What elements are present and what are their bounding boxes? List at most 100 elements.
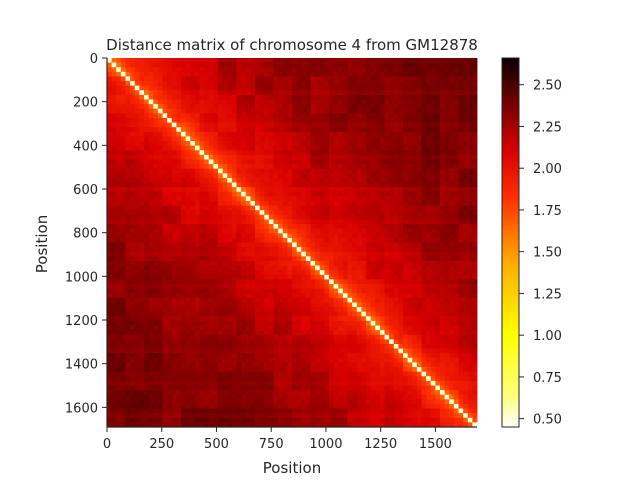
- heatmap-cell: [342, 210, 348, 216]
- heatmap-cell: [393, 284, 399, 290]
- heatmap-cell: [361, 136, 367, 142]
- heatmap-cell: [208, 279, 214, 285]
- heatmap-cell: [416, 177, 422, 183]
- heatmap-cell: [171, 260, 177, 266]
- heatmap-cell: [324, 297, 330, 303]
- heatmap-cell: [352, 136, 358, 142]
- heatmap-cell: [194, 265, 200, 271]
- heatmap-cell: [167, 242, 173, 248]
- heatmap-cell: [130, 293, 136, 299]
- heatmap-cell: [379, 274, 385, 280]
- heatmap-cell: [222, 117, 228, 123]
- heatmap-cell: [315, 256, 321, 262]
- heatmap-cell: [185, 85, 191, 91]
- heatmap-cell: [319, 113, 325, 119]
- heatmap-cell: [393, 104, 399, 110]
- heatmap-cell: [435, 233, 441, 239]
- heatmap-cell: [324, 71, 330, 77]
- heatmap-cell: [416, 94, 422, 100]
- heatmap-cell: [338, 247, 344, 253]
- heatmap-cell: [412, 270, 418, 276]
- heatmap-cell: [375, 307, 381, 313]
- heatmap-cell: [255, 265, 261, 271]
- heatmap-cell: [130, 191, 136, 197]
- heatmap-cell: [213, 284, 219, 290]
- heatmap-cell: [324, 274, 330, 280]
- heatmap-cell: [116, 237, 122, 243]
- heatmap-cell: [167, 316, 173, 322]
- heatmap-cell: [301, 325, 307, 331]
- heatmap-cell: [148, 224, 154, 230]
- heatmap-cell: [389, 339, 395, 345]
- heatmap-cell: [421, 131, 427, 137]
- heatmap-cell: [130, 127, 136, 133]
- heatmap-cell: [157, 136, 163, 142]
- heatmap-cell: [352, 94, 358, 100]
- heatmap-cell: [352, 233, 358, 239]
- heatmap-cell: [287, 108, 293, 114]
- heatmap-cell: [296, 251, 302, 257]
- heatmap-cell: [194, 131, 200, 137]
- heatmap-cell: [227, 228, 233, 234]
- heatmap-cell: [324, 150, 330, 156]
- heatmap-cell: [218, 191, 224, 197]
- heatmap-cell: [398, 274, 404, 280]
- heatmap-cell: [407, 279, 413, 285]
- heatmap-cell: [259, 164, 265, 170]
- heatmap-cell: [412, 173, 418, 179]
- heatmap-cell: [444, 191, 450, 197]
- heatmap-cell: [366, 330, 372, 336]
- heatmap-cell: [204, 104, 210, 110]
- heatmap-cell: [296, 76, 302, 82]
- heatmap-cell: [245, 334, 251, 340]
- heatmap-cell: [370, 224, 376, 230]
- heatmap-cell: [107, 150, 113, 156]
- heatmap-cell: [236, 219, 242, 225]
- heatmap-cell: [259, 136, 265, 142]
- heatmap-cell: [204, 90, 210, 96]
- heatmap-cell: [430, 330, 436, 336]
- heatmap-cell: [199, 196, 205, 202]
- heatmap-cell: [296, 297, 302, 303]
- heatmap-cell: [176, 205, 182, 211]
- heatmap-cell: [139, 260, 145, 266]
- heatmap-cell: [338, 293, 344, 299]
- heatmap-cell: [176, 127, 182, 133]
- heatmap-cell: [134, 242, 140, 248]
- heatmap-cell: [273, 58, 279, 64]
- heatmap-cell: [107, 108, 113, 114]
- heatmap-cell: [245, 127, 251, 133]
- heatmap-cell: [384, 85, 390, 91]
- heatmap-cell: [120, 260, 126, 266]
- heatmap-cell: [366, 67, 372, 73]
- heatmap-cell: [116, 219, 122, 225]
- heatmap-cell: [199, 136, 205, 142]
- heatmap-cell: [185, 270, 191, 276]
- heatmap-cell: [218, 288, 224, 294]
- heatmap-cell: [245, 154, 251, 160]
- heatmap-cell: [130, 302, 136, 308]
- heatmap-cell: [421, 274, 427, 280]
- heatmap-cell: [366, 325, 372, 331]
- heatmap-cell: [227, 182, 233, 188]
- heatmap-cell: [213, 173, 219, 179]
- heatmap-cell: [338, 159, 344, 165]
- heatmap-cell: [107, 141, 113, 147]
- heatmap-cell: [310, 104, 316, 110]
- heatmap-cell: [472, 168, 478, 174]
- heatmap-cell: [342, 108, 348, 114]
- heatmap-cell: [162, 233, 168, 239]
- heatmap-cell: [310, 330, 316, 336]
- heatmap-cell: [236, 274, 242, 280]
- heatmap-cell: [134, 302, 140, 308]
- heatmap-cell: [440, 210, 446, 216]
- heatmap-cell: [213, 334, 219, 340]
- heatmap-cell: [236, 127, 242, 133]
- heatmap-cell: [153, 131, 159, 137]
- heatmap-cell: [278, 200, 284, 206]
- heatmap-cell: [467, 71, 473, 77]
- heatmap-cell: [393, 279, 399, 285]
- heatmap-cell: [171, 76, 177, 82]
- heatmap-cell: [125, 316, 131, 322]
- heatmap-cell: [472, 288, 478, 294]
